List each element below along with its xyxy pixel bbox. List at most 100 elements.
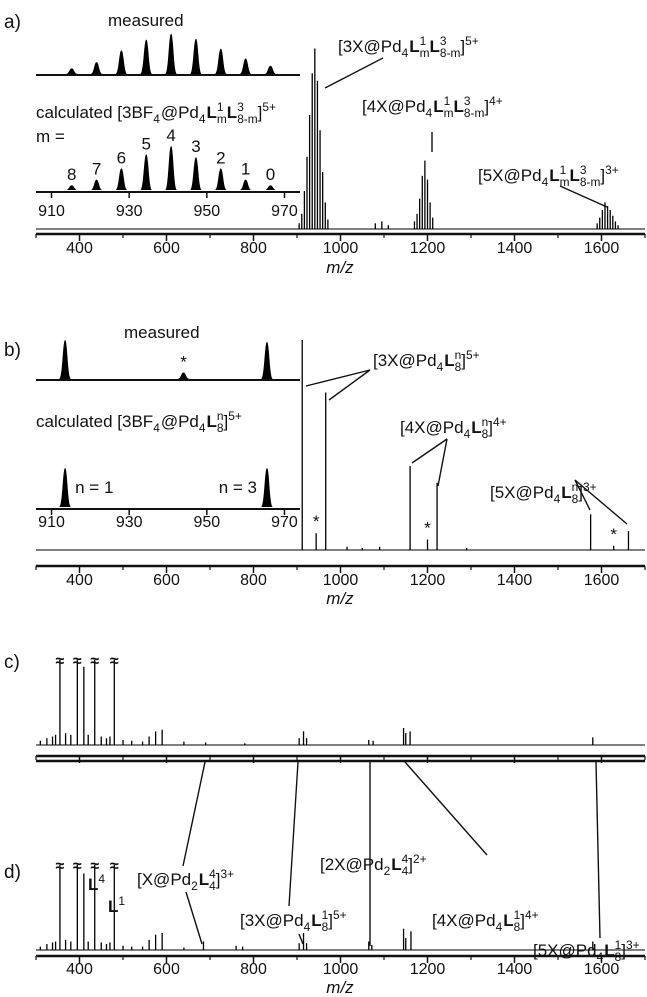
annotation-text: 8-m [464,106,485,120]
annotation-text: 4 [464,427,471,441]
annotation-text: 4 [153,112,160,126]
panel-label: d) [4,862,21,883]
annotation-text: 4 [209,867,216,881]
annotation-text: 8 [482,427,489,441]
inset-peak-label: 6 [117,148,126,167]
annotation-text: 4 [542,175,549,189]
annotation-text: 3+ [626,938,640,952]
annotation-text: n [572,480,579,494]
annotation-text: ] [460,37,465,56]
annotation-text: ] [520,911,525,930]
annotation-text: n [482,415,489,429]
annotation-text: L [570,166,580,185]
connector-line [574,479,628,525]
x-axis-label: m/z [326,258,354,277]
annotation-text: 1 [217,100,224,114]
x-tick-label: 400 [66,240,93,257]
annotation-text: ] [488,418,493,437]
annotation-text: 8 [615,950,622,964]
inset-peak-label: 8 [67,165,76,184]
annotation-text: 4 [437,360,444,374]
break-mark: ≈ [110,858,119,875]
inset-x-tick-label: 930 [116,203,143,220]
annotation-text: ] [408,855,413,874]
annotation-text: 5+ [465,34,479,48]
annotation-text: [4X@Pd [400,418,464,437]
annotation-text: 3 [440,34,447,48]
annotation-text: 3+ [605,163,619,177]
break-mark: ≈ [90,653,99,670]
annotation-text: 1 [420,34,427,48]
inset-peak-label: 5 [142,134,151,153]
inset-peak [165,146,178,190]
annotation-text: [4X@Pd [432,911,496,930]
x-tick-label: 600 [153,572,180,589]
annotation-text: 3+ [583,480,597,494]
annotation-text: 5+ [466,348,480,362]
annotation-text: 4+ [493,415,507,429]
annotation-text: L [604,941,614,960]
inset-x-tick-label: 950 [193,514,220,531]
annotation-text: 3+ [221,867,235,881]
break-mark: ≈ [56,653,65,670]
x-tick-label: 1600 [584,961,620,978]
annotation-text: L [503,911,513,930]
inset-x-tick-label: 950 [193,203,220,220]
x-tick-label: 1200 [410,572,446,589]
x-tick-label: 600 [153,961,180,978]
inset-peak-label: n = 3 [219,478,257,497]
connector-line [182,761,206,867]
annotation-text: [3X@Pd [338,37,402,56]
inset-peak [189,157,202,190]
annotation-text: 4 [402,864,409,878]
x-tick-label: 1000 [323,572,359,589]
annotation-text: [X@Pd [137,870,191,889]
x-tick-label: 400 [66,961,93,978]
connector-line [411,438,448,464]
annotation-text: 4 [153,421,160,435]
x-axis-label: m/z [326,978,354,997]
connector-line [404,761,488,856]
panel-label: c) [4,652,20,673]
annotation-text: 1 [444,94,451,108]
inset-x-tick-label: 910 [38,514,65,531]
inset-peak [214,168,227,190]
connector-line [288,761,299,907]
annotation-text: 4 [402,852,409,866]
annotation-text: measured [108,11,184,30]
annotation-text: ] [328,911,333,930]
inset-peak-label: n = 1 [75,478,113,497]
annotation-text: L [88,875,98,894]
annotation-text: [3X@Pd [373,351,437,370]
annotation-text: 5+ [228,409,242,423]
inset-peak-label: 4 [166,126,175,145]
x-tick-label: 1200 [410,240,446,257]
annotation-text: 5+ [262,100,276,114]
annotation-text: 4 [199,112,206,126]
annotation-text: [5X@Pd [533,941,597,960]
inset-peak-label: 3 [191,137,200,156]
annotation-text: ] [461,351,466,370]
inset-peak [59,468,72,507]
annotation-text: 4 [402,46,409,60]
inset-peak-label: 2 [216,148,225,167]
inset-peak [65,185,78,190]
x-tick-label: 800 [240,572,267,589]
annotation-text: L [454,97,464,116]
inset-peak-label: 1 [241,160,250,179]
annotation-text: L [391,855,401,874]
annotation-text: m [420,46,430,60]
annotation-text: 8-m [580,175,601,189]
annotation-text: 8 [514,920,521,934]
annotation-text: 1 [118,894,125,908]
inset-peak-label: 7 [92,160,101,179]
x-tick-label: 1200 [410,961,446,978]
inset-peak [65,68,78,74]
annotation-text: 2 [384,864,391,878]
annotation-text: L [561,483,571,502]
annotation-text: [5X@Pd [478,166,542,185]
annotation-text: [4X@Pd [362,97,426,116]
annotation-text: ] [258,103,263,122]
x-tick-label: 1400 [497,572,533,589]
break-mark: ≈ [56,858,65,875]
